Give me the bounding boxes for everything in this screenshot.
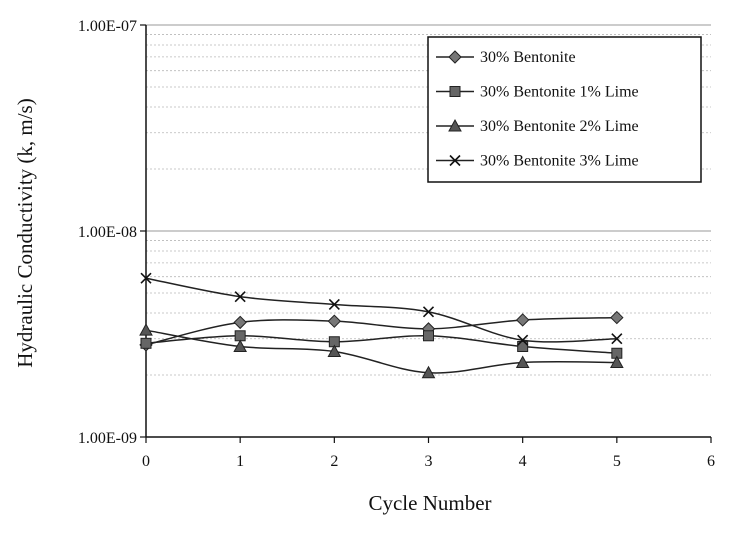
- series-3: [139, 323, 624, 379]
- legend-marker: [448, 50, 462, 64]
- x-tick-label: 1: [236, 453, 244, 470]
- x-tick-label: 2: [330, 453, 338, 470]
- legend-box: [427, 36, 702, 183]
- ticks: 0 1 2 3 4 5 6 1.00E-09 1.00E-08 1.00E-07: [78, 18, 715, 470]
- x-tick-label: 3: [425, 453, 433, 470]
- data-point: [611, 333, 623, 345]
- data-point: [234, 291, 246, 303]
- series-line: [145, 335, 617, 355]
- data-point: [423, 330, 434, 342]
- data-point: [233, 339, 248, 352]
- legend-label: 30% Bentonite 1% Lime: [480, 84, 639, 101]
- legend-marker: [448, 118, 462, 132]
- legend-label: 30% Bentonite: [480, 49, 576, 66]
- legend-marker: [449, 154, 461, 167]
- legend-label: 30% Bentonite 3% Lime: [480, 153, 639, 170]
- data-point: [517, 340, 529, 352]
- legend: 30% Bentonite 30% Bentonite 1% Lime 30% Be…: [427, 36, 702, 183]
- legend-entry: 30% Bentonite 3% Lime: [436, 153, 639, 170]
- legend-entry: 30% Bentonite 1% Lime: [436, 84, 639, 101]
- x-tick-label: 6: [707, 453, 715, 470]
- data-point: [422, 306, 435, 318]
- data-point: [610, 310, 624, 325]
- x-tick-label: 5: [613, 453, 621, 470]
- series-line: [145, 316, 617, 346]
- data-point: [139, 323, 153, 336]
- series-line: [145, 277, 617, 343]
- data-point: [327, 344, 342, 358]
- y-tick-label: 1.00E-07: [78, 18, 137, 35]
- data-point: [234, 330, 246, 342]
- x-tick-label: 0: [142, 453, 150, 470]
- y-tick-label: 1.00E-08: [78, 224, 137, 241]
- series-1: [139, 310, 624, 352]
- series-2: [140, 330, 623, 359]
- data-point: [140, 337, 152, 349]
- data-point: [328, 298, 340, 311]
- y-tick-label: 1.00E-09: [78, 430, 137, 447]
- plot-area: [139, 272, 624, 379]
- x-tick-label: 4: [519, 453, 527, 470]
- y-axis-title: Hydraulic Conductivity (k, m/s): [13, 98, 37, 367]
- grid: [146, 24, 711, 376]
- legend-entry: 30% Bentonite 2% Lime: [436, 118, 639, 135]
- data-point: [140, 272, 152, 284]
- series-4: [140, 272, 623, 346]
- data-point: [517, 334, 529, 346]
- legend-entry: 30% Bentonite: [436, 49, 576, 66]
- data-point: [421, 365, 436, 379]
- data-point: [609, 355, 624, 368]
- data-point: [515, 355, 530, 368]
- data-point: [233, 315, 247, 330]
- series-line: [145, 329, 617, 374]
- data-point: [327, 314, 342, 328]
- data-point: [515, 313, 530, 327]
- legend-label: 30% Bentonite 2% Lime: [480, 118, 639, 135]
- x-axis-title: Cycle Number: [368, 491, 491, 515]
- legend-marker: [449, 86, 461, 97]
